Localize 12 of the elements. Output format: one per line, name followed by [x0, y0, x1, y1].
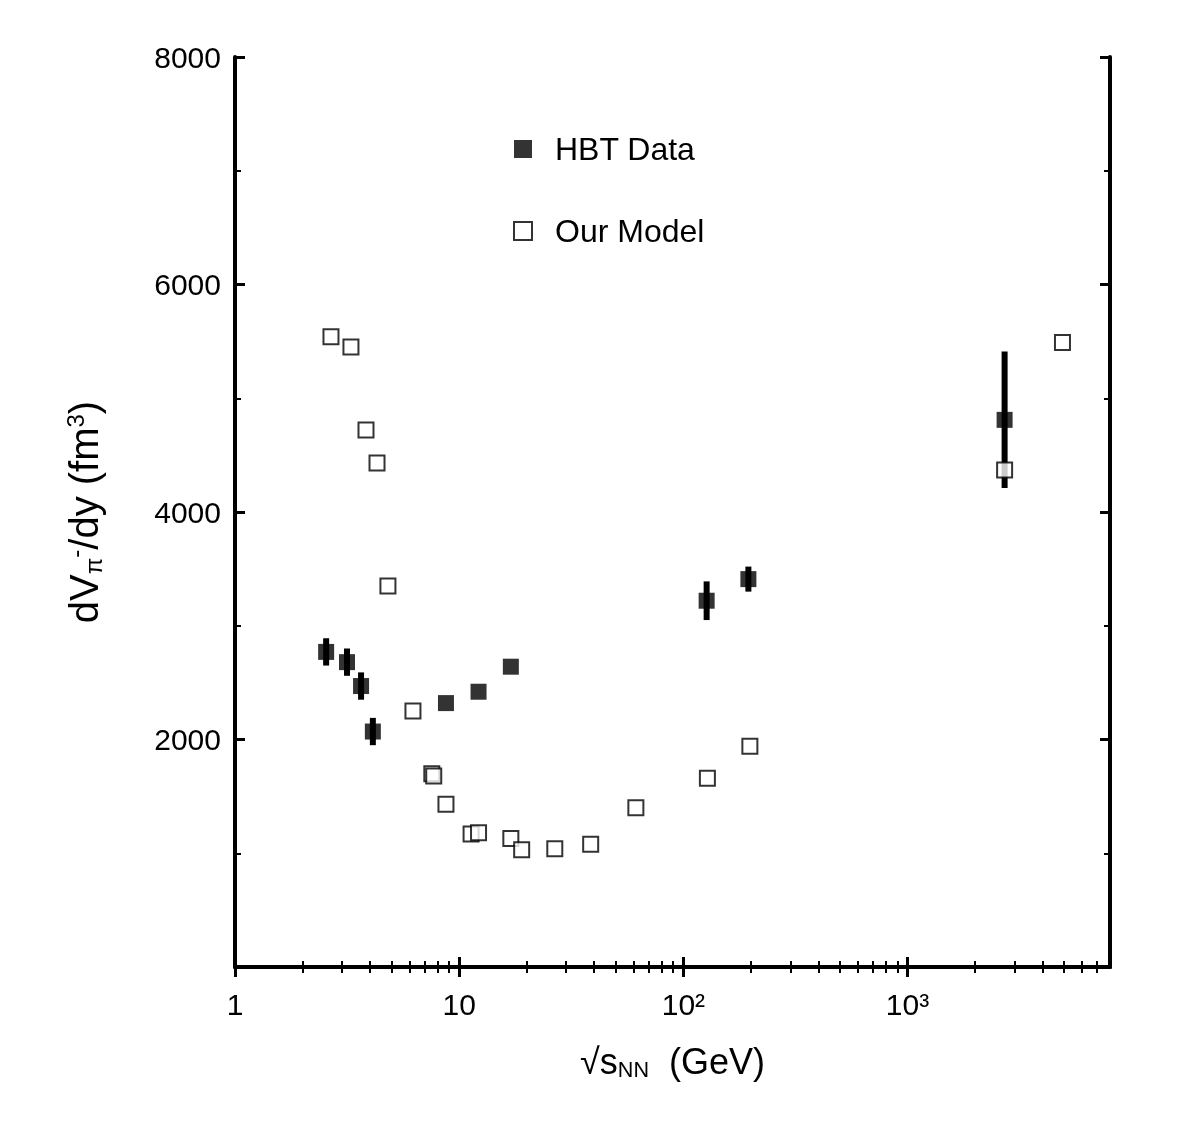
legend-label: HBT Data [555, 131, 696, 167]
y-tick-label: 4000 [154, 495, 221, 529]
y-tick-label: 2000 [154, 723, 221, 756]
y-tick-label: 8000 [154, 40, 221, 74]
legend-label: Our Model [555, 213, 705, 249]
x-tick-label: 10 [442, 987, 476, 1021]
y-tick-label: 6000 [154, 268, 221, 301]
x-tick-label: 1 [226, 987, 244, 1021]
x-tick-label: 10³ [885, 987, 930, 1021]
y-axis-title: dVπ-/dy (fm3) [61, 400, 107, 624]
x-tick-label: 10² [661, 987, 706, 1021]
x-axis-title: √sNN (GeV) [580, 1040, 765, 1082]
